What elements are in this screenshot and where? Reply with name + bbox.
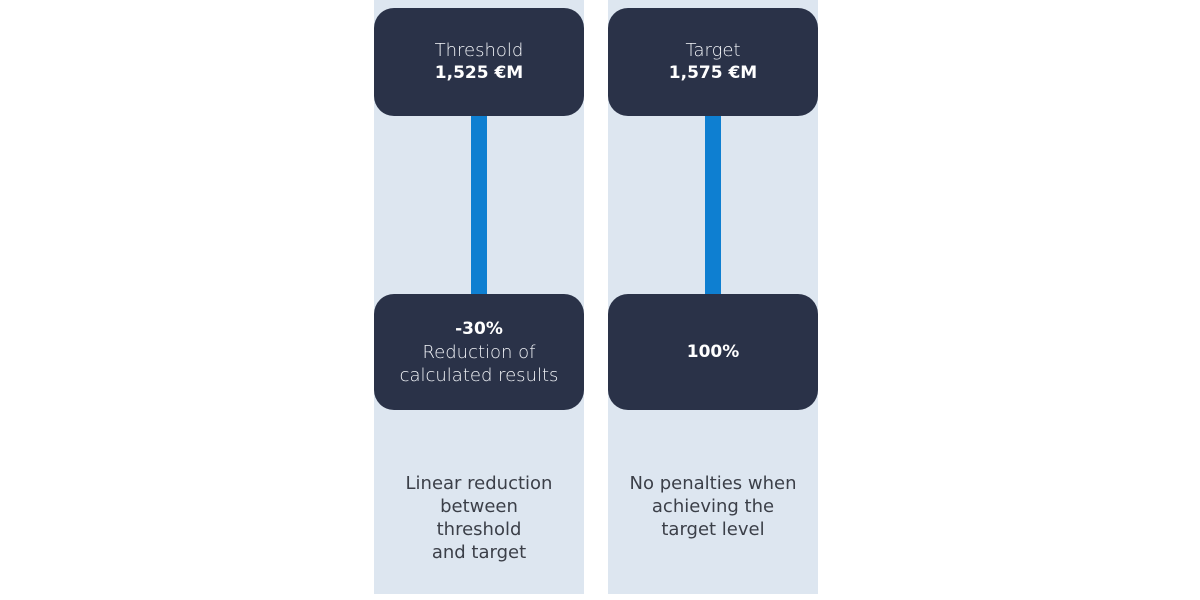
target-column: Target 1,575 €M 100% No penalties when a… bbox=[608, 0, 818, 594]
threshold-caption-line: Linear reduction bbox=[405, 473, 553, 494]
reduction-value: -30% bbox=[455, 318, 503, 339]
target-label: Target bbox=[685, 40, 741, 61]
reduction-line-2: calculated results bbox=[399, 364, 559, 386]
full-result-value: 100% bbox=[686, 341, 740, 362]
target-caption-line: target level bbox=[661, 519, 765, 540]
target-box: Target 1,575 €M bbox=[608, 8, 818, 116]
reduction-box: -30% Reduction of calculated results bbox=[374, 294, 584, 410]
target-caption: No penalties when achieving the target l… bbox=[608, 472, 818, 541]
threshold-connector-line bbox=[471, 110, 487, 302]
threshold-value: 1,525 €M bbox=[434, 63, 524, 83]
target-caption-line: achieving the bbox=[651, 496, 775, 517]
threshold-column: Threshold 1,525 €M -30% Reduction of cal… bbox=[374, 0, 584, 594]
threshold-label: Threshold bbox=[434, 40, 524, 61]
threshold-caption-line: between bbox=[440, 496, 518, 517]
target-value: 1,575 €M bbox=[668, 63, 758, 83]
full-result-box: 100% bbox=[608, 294, 818, 410]
target-connector-line bbox=[705, 110, 721, 302]
reduction-line-1: Reduction of bbox=[422, 341, 536, 363]
threshold-caption-line: and target bbox=[431, 542, 527, 563]
threshold-caption: Linear reduction between threshold and t… bbox=[374, 472, 584, 564]
threshold-box: Threshold 1,525 €M bbox=[374, 8, 584, 116]
threshold-caption-line: threshold bbox=[436, 519, 522, 540]
target-caption-line: No penalties when bbox=[629, 473, 797, 494]
